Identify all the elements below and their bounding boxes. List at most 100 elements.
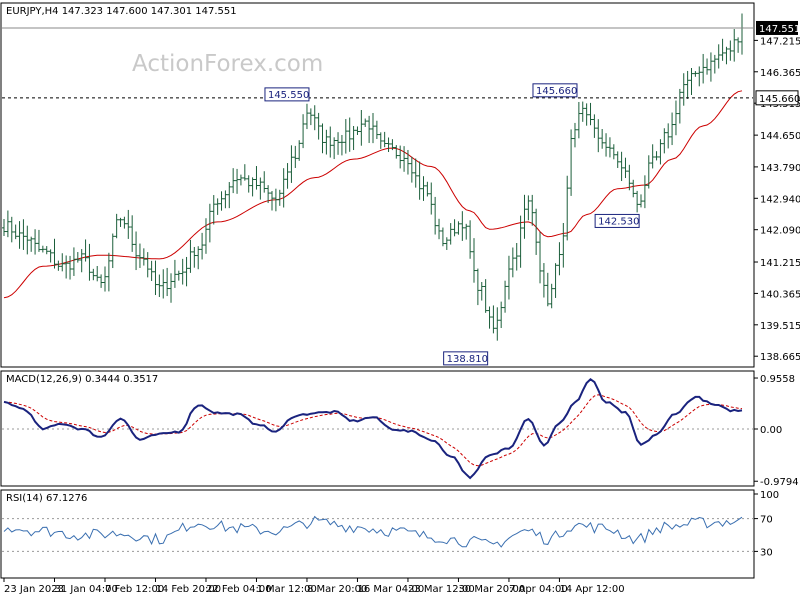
ohlc-bar [642, 175, 647, 209]
ohlc-bar [312, 105, 317, 131]
ohlc-bar [425, 181, 430, 197]
ohlc-bar [145, 252, 150, 278]
ohlc-bar [545, 272, 550, 307]
ohlc-bar [720, 38, 725, 61]
macd-signal-line [3, 394, 743, 467]
price-tick-label: 144.650 [760, 131, 800, 142]
price-annotation-label: 138.810 [447, 354, 488, 365]
ohlc-bar [417, 161, 422, 200]
ohlc-bar [604, 133, 609, 157]
ohlc-bar [576, 101, 581, 139]
ohlc-bar [13, 224, 18, 240]
rsi-panel: RSI(14) 67.1276 100 70 30 [0, 489, 779, 579]
ohlc-bar [114, 213, 119, 239]
price-annotation-box [264, 87, 310, 102]
ohlc-bar [534, 208, 539, 255]
ohlc-bar [553, 263, 558, 298]
ohlc-bar [36, 229, 41, 252]
ohlc-bar [207, 203, 212, 243]
resistance-box [755, 90, 799, 106]
ohlc-bar [437, 218, 442, 240]
ohlc-bar [227, 182, 232, 209]
time-tick-label: 22 Feb 04:00 [206, 584, 272, 595]
ohlc-bar [118, 217, 123, 227]
ohlc-bar [56, 260, 61, 271]
price-panel: EURJPY,H4 147.323 147.600 147.301 147.55… [0, 2, 800, 368]
ohlc-bar [359, 110, 364, 146]
time-tick-label: 8 Mar 20:00 [307, 584, 367, 595]
price-annotation-box [532, 83, 578, 98]
price-annotation-label: 145.550 [268, 90, 309, 101]
ohlc-bar [538, 231, 543, 284]
price-annotation: 145.550 [264, 87, 310, 102]
ohlc-bar [343, 119, 348, 154]
ohlc-bar [215, 198, 220, 215]
ohlc-bar [708, 52, 713, 82]
ohlc-bar [736, 37, 741, 53]
ohlc-bar [440, 227, 445, 247]
ohlc-bar [29, 236, 34, 252]
ohlc-bar [510, 247, 515, 278]
ohlc-bar [503, 280, 508, 313]
time-tick-label: 14 Feb 20:00 [155, 584, 221, 595]
ohlc-bar [79, 249, 84, 273]
ohlc-bar [514, 243, 519, 271]
macd-panel-title: MACD(12,26,9) 0.3444 0.3517 [6, 374, 158, 385]
ohlc-bar [592, 114, 597, 138]
ohlc-bar [95, 266, 100, 282]
price-tick-label: 147.215 [760, 36, 800, 47]
ohlc-bar [203, 218, 208, 254]
ohlc-bar [316, 112, 321, 140]
ohlc-bar [464, 223, 469, 240]
ohlc-bar [40, 245, 45, 253]
ohlc-bar [402, 146, 407, 172]
ohlc-bar [673, 100, 678, 136]
ohlc-bar [83, 239, 88, 262]
ohlc-bar [254, 166, 259, 190]
ohlc-bar [223, 190, 228, 209]
price-tick-label: 143.790 [760, 163, 800, 174]
ohlc-bar [320, 123, 325, 154]
ohlc-bar [549, 283, 554, 309]
ohlc-bar [689, 68, 694, 96]
ohlc-bar [332, 137, 337, 160]
ohlc-bar [258, 177, 263, 200]
ohlc-bar [169, 273, 174, 303]
ohlc-bar [685, 70, 690, 99]
time-tick-label: 7 Apr 04:00 [509, 584, 568, 595]
ohlc-bar [328, 126, 333, 158]
ohlc-bar [355, 126, 360, 135]
ohlc-bar [421, 176, 426, 201]
moving-average-layer [3, 90, 743, 299]
price-annotation-label: 142.530 [598, 216, 639, 227]
ohlc-bar [681, 73, 686, 106]
ohlc-bar [250, 177, 255, 197]
time-tick-label: 7 Feb 12:00 [105, 584, 164, 595]
ohlc-bar [21, 219, 26, 250]
ohlc-bar [25, 225, 30, 255]
ohlc-bar [615, 151, 620, 168]
ohlc-bar [266, 185, 271, 204]
ohlc-bar [238, 174, 243, 186]
ohlc-bar [336, 132, 341, 155]
ohlc-bar [33, 229, 38, 255]
ohlc-bar [483, 279, 488, 313]
ohlc-bar [452, 219, 457, 237]
ohlc-bar [526, 195, 531, 221]
time-tick-label: 14 Apr 12:00 [559, 584, 624, 595]
ohlc-bar [639, 194, 644, 208]
ohlc-bar [184, 256, 189, 287]
ohlc-bar [110, 233, 115, 269]
ohlc-bar [374, 120, 379, 139]
ohlc-bar [596, 119, 601, 153]
ohlc-bar [196, 246, 201, 270]
ohlc-bar [619, 151, 624, 182]
rsi-line [3, 515, 743, 548]
ohlc-bar [277, 189, 282, 206]
ohlc-bar [347, 117, 352, 152]
ohlc-bar [91, 268, 96, 281]
ohlc-bar [607, 137, 612, 158]
time-tick-label: 23 Jan 2023 [4, 584, 64, 595]
